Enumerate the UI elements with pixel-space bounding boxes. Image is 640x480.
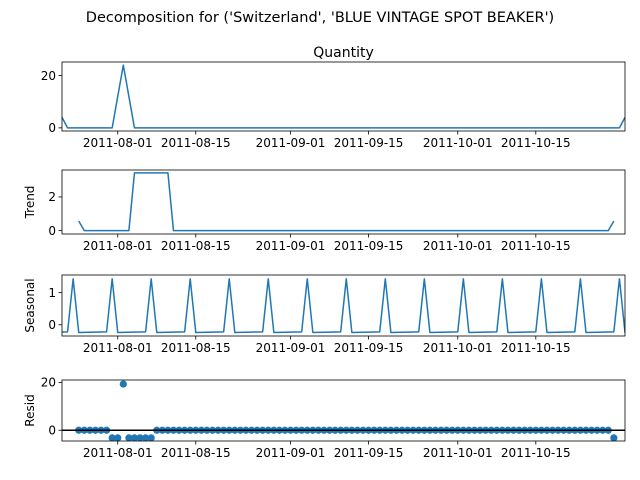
resid-point [108, 434, 116, 441]
resid-point [136, 434, 144, 441]
trend-xtick-label: 2011-08-15 [161, 239, 231, 253]
resid-point [610, 434, 618, 441]
seasonal-xtick-label: 2011-10-01 [423, 341, 493, 355]
trend-xtick-label: 2011-09-01 [256, 239, 326, 253]
resid-xtick-label: 2011-09-01 [256, 446, 326, 460]
trend-panel: Trend 0 2 2011-08-01 2011-08-15 2011-09-01 201… [23, 169, 626, 253]
seasonal-axes-frame [61, 274, 626, 337]
trend-ytick-label: 0 [48, 224, 56, 238]
quantity-xtick-label: 2011-08-15 [161, 136, 231, 150]
seasonal-series-line [62, 278, 625, 334]
resid-xtick-label: 2011-08-15 [161, 446, 231, 460]
seasonal-xtick-label: 2011-08-01 [83, 341, 153, 355]
resid-ytick-label: 20 [41, 376, 56, 390]
quantity-xtick-label: 2011-08-01 [83, 136, 153, 150]
quantity-series-line [62, 64, 625, 129]
resid-panel: Resid 0 20 2011-08-01 2011-08-15 2011-09-01 20… [23, 376, 626, 460]
quantity-panel: Quantity 0 20 2011-08-01 2011-08-15 2011-09-0… [41, 45, 626, 150]
quantity-panel-title: Quantity [313, 45, 374, 61]
trend-xtick-label: 2011-09-15 [334, 239, 404, 253]
seasonal-xtick-label: 2011-08-15 [161, 341, 231, 355]
quantity-data [62, 64, 625, 129]
resid-xtick-label: 2011-10-01 [423, 446, 493, 460]
seasonal-ytick-label: 0 [48, 318, 56, 332]
resid-point [142, 434, 150, 441]
quantity-xtick-label: 2011-10-15 [501, 136, 571, 150]
resid-point [119, 380, 127, 388]
trend-ylabel: Trend [23, 186, 37, 220]
seasonal-panel: Seasonal 0 1 2011-08-01 2011-08-15 2011-09-01… [23, 274, 626, 355]
resid-xtick-label: 2011-08-01 [83, 446, 153, 460]
resid-point [125, 434, 133, 441]
resid-xtick-label: 2011-10-15 [501, 446, 571, 460]
resid-ylabel: Resid [23, 394, 37, 426]
quantity-xtick-label: 2011-09-01 [256, 136, 326, 150]
seasonal-xtick-label: 2011-09-01 [256, 341, 326, 355]
quantity-xtick-label: 2011-09-15 [334, 136, 404, 150]
seasonal-xtick-label: 2011-09-15 [334, 341, 404, 355]
resid-point [147, 434, 155, 441]
resid-xtick-label: 2011-09-15 [334, 446, 404, 460]
resid-ytick-label: 0 [48, 424, 56, 438]
quantity-ytick-label: 20 [41, 69, 56, 83]
quantity-xtick-label: 2011-10-01 [423, 136, 493, 150]
resid-axes-frame [61, 379, 626, 442]
trend-data [78, 172, 615, 232]
seasonal-data [62, 278, 625, 334]
trend-xtick-label: 2011-10-15 [501, 239, 571, 253]
quantity-ytick-label: 0 [48, 121, 56, 135]
trend-axes-frame [61, 169, 626, 235]
seasonal-ylabel: Seasonal [23, 278, 37, 332]
resid-point [114, 434, 122, 441]
seasonal-xtick-label: 2011-10-15 [501, 341, 571, 355]
resid-data [75, 380, 618, 441]
resid-point [130, 434, 139, 441]
trend-ytick-label: 2 [48, 190, 56, 204]
figure-title: Decomposition for ('Switzerland', 'BLUE … [86, 10, 554, 26]
trend-series-line [78, 172, 615, 232]
quantity-axes-frame [61, 61, 626, 132]
seasonal-ytick-label: 1 [48, 286, 56, 300]
trend-xtick-label: 2011-08-01 [83, 239, 153, 253]
trend-xtick-label: 2011-10-01 [423, 239, 493, 253]
